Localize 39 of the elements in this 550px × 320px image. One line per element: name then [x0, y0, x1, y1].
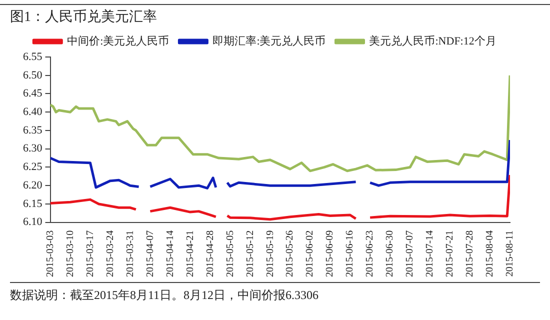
x-tick-label: 2015-03-31 [124, 230, 136, 278]
y-tick-label: 6.35 [23, 124, 43, 136]
x-tick-label: 2015-03-03 [44, 230, 56, 278]
y-tick-label: 6.50 [23, 69, 43, 82]
text: 数据说明：截至2015年8月11日。8月12日，中间价报6.3306 [10, 287, 320, 304]
x-tick-label: 2015-03-24 [104, 230, 116, 278]
x-tick-label: 2015-05-19 [264, 230, 276, 278]
legend-label: 美元兑人民币:NDF:12个月 [369, 34, 496, 48]
x-tick-label: 2015-05-26 [284, 230, 296, 278]
x-tick-label: 2015-05-05 [224, 230, 236, 278]
x-tick-label: 2015-03-10 [64, 230, 76, 278]
legend-label: 中间价:美元兑人民币 [67, 34, 170, 48]
x-tick-label: 2015-04-14 [164, 230, 176, 278]
x-tick-label: 2015-03-17 [84, 230, 96, 278]
y-tick-label: 6.10 [23, 216, 43, 228]
x-tick-label: 2015-06-23 [364, 230, 376, 278]
x-tick-label: 2015-04-21 [184, 230, 196, 278]
chart-title: 图1：人民币兑美元汇率 [10, 8, 157, 26]
x-tick-label: 2015-08-04 [484, 230, 496, 278]
x-tick-label: 2015-07-14 [424, 230, 436, 278]
legend-label: 即期汇率:美元兑人民币 [212, 34, 326, 48]
x-tick-label: 2015-06-16 [344, 230, 356, 278]
y-tick-label: 6.25 [23, 161, 43, 174]
y-tick-label: 6.15 [23, 198, 43, 210]
y-tick-label: 6.45 [23, 88, 43, 100]
x-tick-label: 2015-04-28 [204, 230, 216, 278]
x-tick-label: 2015-05-12 [244, 230, 256, 278]
x-tick-label: 2015-04-07 [144, 230, 156, 278]
x-tick-label: 2015-06-30 [384, 230, 396, 278]
x-tick-label: 2015-08-11 [504, 230, 516, 277]
x-tick-label: 2015-07-28 [464, 230, 476, 278]
y-tick-label: 6.40 [23, 106, 43, 118]
y-tick-label: 6.55 [23, 50, 43, 63]
x-tick-label: 2015-06-02 [304, 230, 316, 278]
x-tick-label: 2015-07-07 [404, 230, 416, 278]
x-tick-label: 2015-06-09 [324, 230, 336, 278]
y-tick-label: 6.20 [23, 179, 43, 192]
y-tick-label: 6.30 [23, 142, 43, 155]
x-tick-label: 2015-07-21 [444, 230, 456, 278]
